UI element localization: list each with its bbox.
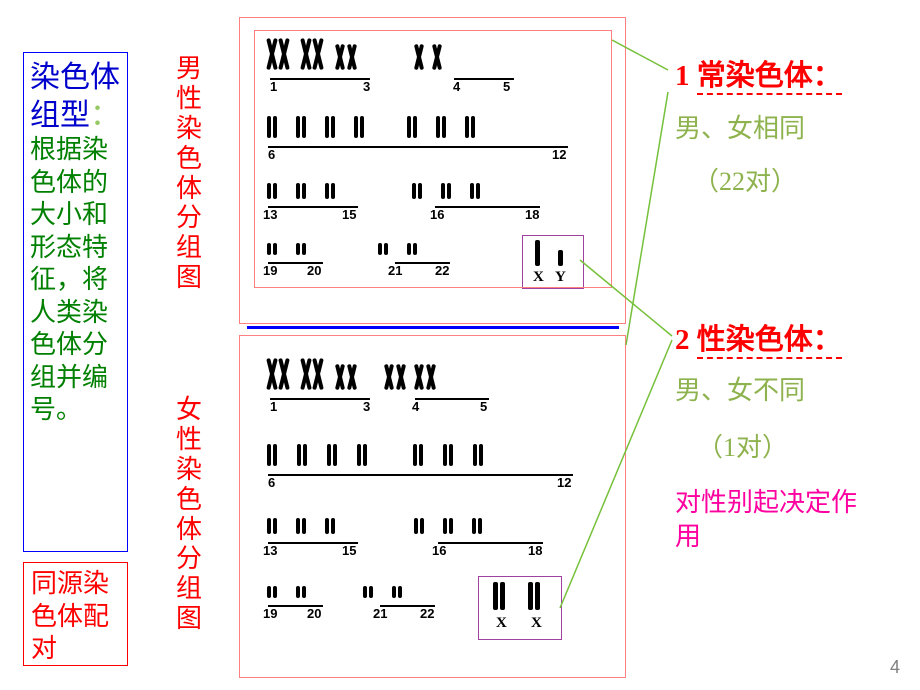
f-num-21: 21 xyxy=(373,606,387,621)
f-num-20: 20 xyxy=(307,606,321,621)
f-num-18: 18 xyxy=(528,543,542,558)
autosome-annotation: 1 常染色体： 男、女相同 （22对） xyxy=(675,52,842,198)
f-num-13: 13 xyxy=(263,543,277,558)
autosome-n: 1 xyxy=(675,60,690,92)
female-sex-x1: X xyxy=(496,615,507,632)
f-num-3: 3 xyxy=(363,399,370,414)
female-sex-x2: X xyxy=(531,615,542,632)
sex-body3: 对性别起决定作用 xyxy=(675,486,865,554)
f-num-1: 1 xyxy=(270,399,277,414)
male-label: 男性染色体分组图 xyxy=(175,54,203,293)
f-num-12: 12 xyxy=(557,475,571,490)
homologous-text: 同源染色体配对 xyxy=(31,569,109,663)
f-num-19: 19 xyxy=(263,606,277,621)
autosome-title: 常染色体： xyxy=(697,60,842,95)
f-num-5: 5 xyxy=(480,399,487,414)
female-sex-box xyxy=(478,576,562,640)
sex-body1: 男、女不同 xyxy=(675,370,865,407)
sex-n: 2 xyxy=(675,324,690,356)
f-num-15: 15 xyxy=(342,543,356,558)
sex-body2: （1对） xyxy=(697,427,865,464)
male-autosome-box xyxy=(254,30,612,288)
female-label: 女性染色体分组图 xyxy=(175,395,203,634)
autosome-body1: 男、女相同 xyxy=(675,108,842,145)
definition-box: 染色体组型： 根据染色体的大小和形态特征，将人类染色体分组并编号。 xyxy=(23,52,128,552)
f-num-22: 22 xyxy=(420,606,434,621)
definition-body: 根据染色体的大小和形态特征，将人类染色体分组并编号。 xyxy=(30,135,108,424)
divider-line xyxy=(247,326,619,329)
homologous-box: 同源染色体配对 xyxy=(23,562,128,666)
f-num-16: 16 xyxy=(432,543,446,558)
autosome-body2: （22对） xyxy=(693,161,842,198)
male-karyotype-panel: 1 3 4 5 6 12 13 15 16 18 19 20 21 22 xyxy=(239,17,626,324)
female-karyotype-panel: 1 3 4 5 6 12 13 15 16 18 19 20 21 22 xyxy=(239,335,626,678)
definition-colon: ： xyxy=(90,99,120,132)
f-num-4: 4 xyxy=(412,399,419,414)
f-num-6: 6 xyxy=(268,475,275,490)
sex-annotation: 2 性染色体： 男、女不同 （1对） 对性别起决定作用 xyxy=(675,316,865,554)
page-number: 4 xyxy=(890,657,900,678)
sex-title: 性染色体： xyxy=(697,324,842,359)
